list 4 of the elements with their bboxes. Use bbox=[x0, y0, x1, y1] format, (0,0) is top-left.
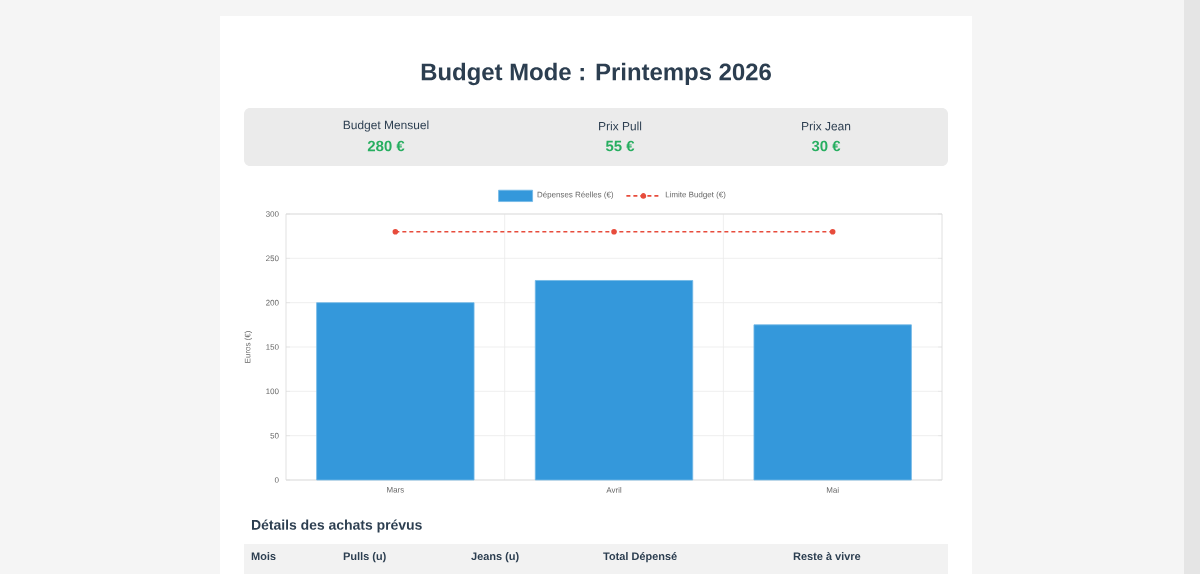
bar bbox=[753, 324, 912, 481]
bar bbox=[534, 280, 694, 481]
bar bbox=[316, 302, 475, 481]
chart-title: Budget Mode : Printemps 2026 bbox=[421, 62, 771, 86]
